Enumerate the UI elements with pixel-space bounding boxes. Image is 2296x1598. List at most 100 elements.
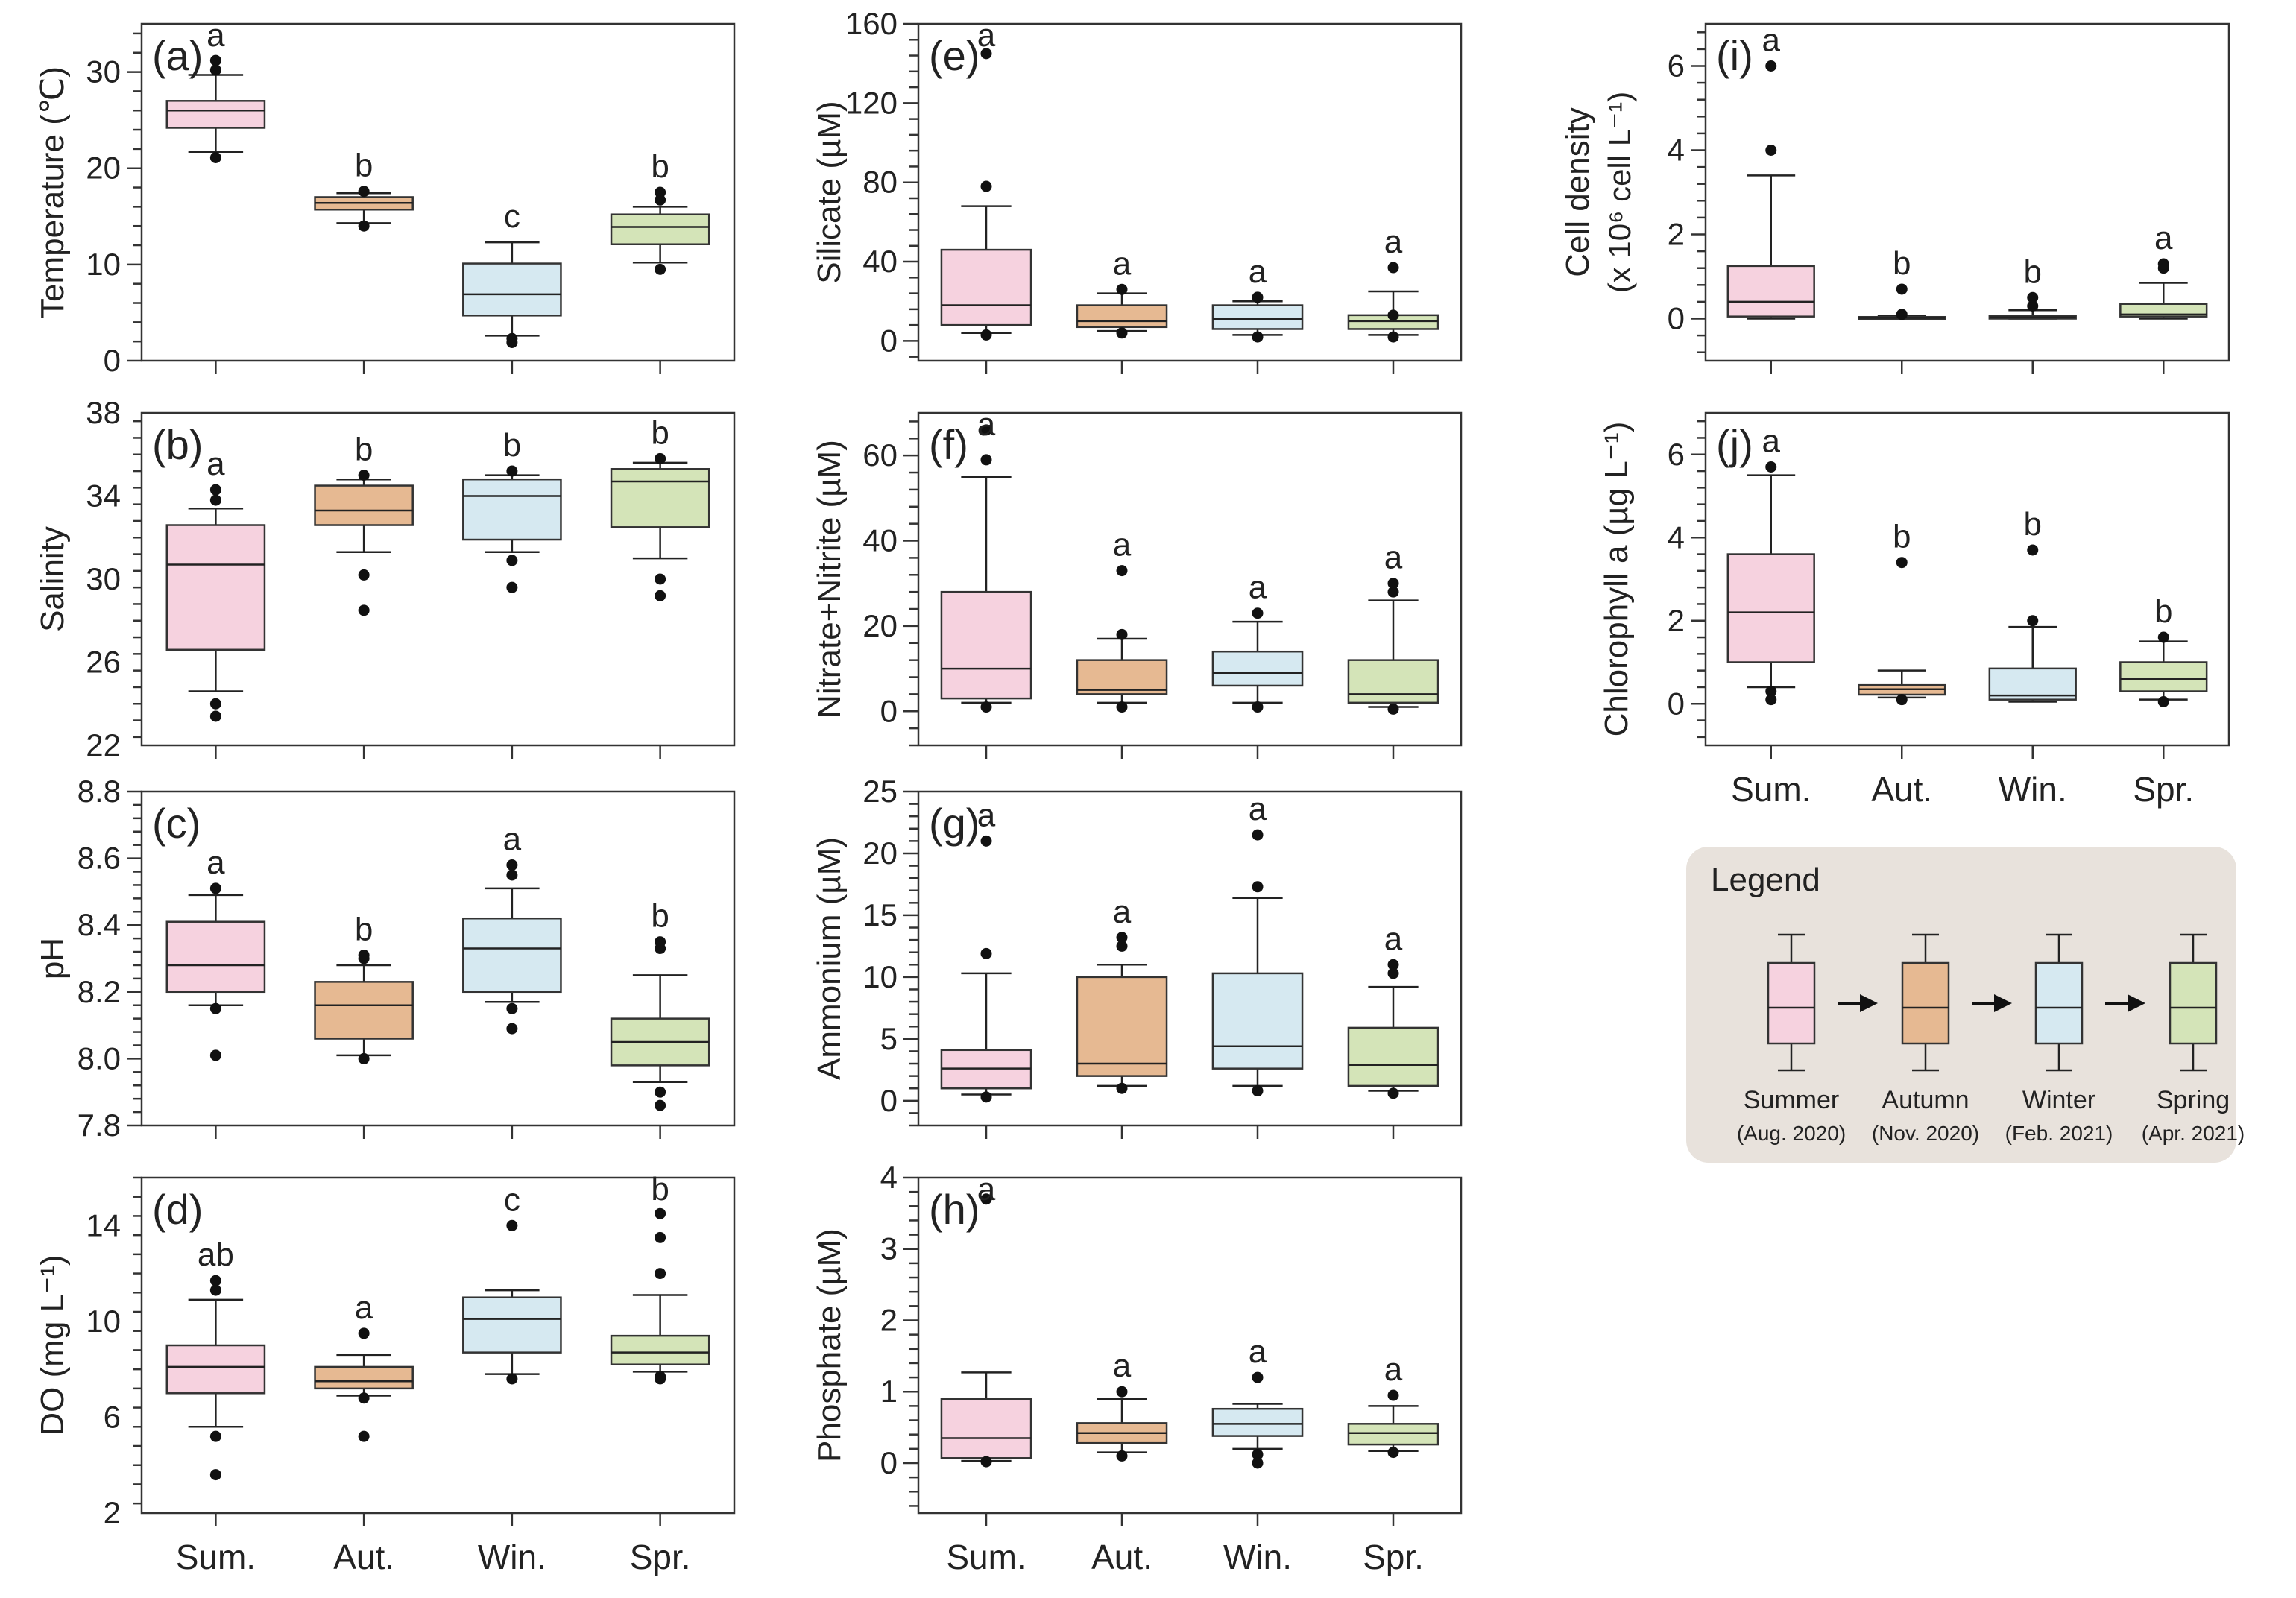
box-spr: b — [610, 898, 710, 1111]
y-tick-label: 40 — [862, 244, 898, 279]
significance-letter: b — [355, 148, 373, 184]
significance-letter: a — [206, 844, 225, 881]
significance-letter: b — [651, 1171, 669, 1207]
box-aut: b — [1858, 519, 1946, 706]
significance-letter: b — [1893, 245, 1911, 282]
plot-frame — [1704, 22, 2230, 362]
iqr-box — [462, 1296, 562, 1354]
outlier-point — [980, 947, 992, 959]
x-tick-label: Spr. — [2133, 770, 2194, 809]
box-aut: a — [1076, 1348, 1168, 1462]
box-sum: a — [165, 17, 266, 164]
iqr-box — [165, 100, 266, 129]
y-tick-label: 2 — [880, 1302, 898, 1337]
outlier-point — [358, 1327, 370, 1339]
panel-b: 22 26 30 34 38 (b) Salinity a b b b — [34, 395, 736, 762]
legend-item-summer: Summer (Aug. 2020) — [1737, 933, 1846, 1145]
y-tick-label: 1 — [880, 1374, 898, 1409]
box-win: a — [462, 821, 562, 1035]
significance-letter: a — [1384, 224, 1403, 260]
legend-season-label: Autumn — [1882, 1086, 1969, 1114]
outlier-point — [209, 698, 221, 710]
panel-label: (i) — [1716, 32, 1753, 79]
box-win: b — [1988, 253, 2077, 320]
outlier-point — [1252, 1457, 1264, 1469]
outlier-point — [1252, 1085, 1264, 1097]
outlier-point — [1387, 1087, 1399, 1099]
x-tick-label: Win. — [1999, 770, 2067, 809]
significance-letter: b — [355, 432, 373, 468]
y-tick-label: 0 — [1668, 301, 1685, 336]
outlier-point — [209, 1049, 221, 1061]
panel-j: 0 2 4 6 Sum. Aut. Win. Spr. (j) Chlorophyll a (µg… — [1598, 411, 2230, 809]
iqr-box — [1076, 976, 1168, 1077]
outlier-point — [2157, 258, 2169, 270]
outlier-point — [1765, 145, 1777, 156]
outlier-point — [358, 604, 370, 616]
outlier-point — [2157, 695, 2169, 707]
y-tick-label: 30 — [86, 561, 121, 596]
panel-label: (j) — [1716, 421, 1753, 468]
x-tick-label: Aut. — [1871, 770, 1932, 809]
legend-swatch — [1901, 961, 1950, 1045]
y-axis-label: Nitrate+Nitrite (µM) — [811, 440, 848, 719]
box-sum: a — [1726, 22, 1815, 320]
box-win: a — [1211, 569, 1304, 713]
y-tick-label: 8.8 — [78, 774, 121, 809]
y-tick-label: 80 — [862, 165, 898, 200]
outlier-point — [209, 1284, 221, 1296]
iqr-box — [1211, 304, 1304, 330]
y-tick-label: 3 — [880, 1231, 898, 1266]
iqr-box — [1347, 659, 1439, 704]
y-tick-label: 60 — [862, 438, 898, 473]
y-tick-label: 6 — [1668, 437, 1685, 472]
x-tick-label: Sum. — [1731, 770, 1811, 809]
outlier-point — [1387, 1447, 1399, 1459]
panel-h: 0 1 2 3 4 Sum. Aut. Win. Spr. (h) Phosphate (µM) a a… — [811, 1160, 1463, 1576]
significance-letter: a — [1384, 540, 1403, 576]
y-tick-label: 38 — [86, 395, 121, 430]
panel-e: 0 40 80 120 160 (e) Silicate (µM) a a a a — [811, 6, 1463, 374]
box-sum: a — [165, 446, 266, 722]
panel-label: (g) — [929, 800, 980, 847]
outlier-point — [980, 454, 992, 466]
box-spr: b — [610, 148, 710, 275]
outlier-point — [209, 1275, 221, 1286]
legend-items: Summer (Aug. 2020) Autumn (Nov. 2020) Winter… — [1737, 933, 2245, 1145]
outlier-point — [1387, 959, 1399, 970]
legend-season-label: Winter — [2022, 1086, 2095, 1114]
iqr-box — [1988, 667, 2077, 701]
outlier-point — [209, 1002, 221, 1014]
outlier-point — [1116, 1386, 1128, 1398]
box-sum: ab — [165, 1237, 266, 1481]
outlier-point — [1387, 578, 1399, 590]
legend-date-label: (Nov. 2020) — [1872, 1122, 1979, 1145]
y-tick-label: 0 — [1668, 686, 1685, 721]
box-sum: a — [165, 844, 266, 1061]
box-spr: b — [2119, 593, 2208, 707]
y-tick-label: 8.2 — [78, 974, 121, 1009]
significance-letter: a — [1113, 245, 1132, 282]
y-axis-label: DO (mg L⁻¹) — [34, 1254, 71, 1436]
outlier-point — [980, 835, 992, 847]
outlier-point — [1896, 557, 1908, 569]
y-tick-label: 120 — [845, 85, 898, 120]
legend-season-label: Spring — [2157, 1086, 2230, 1114]
y-axis-label: Chlorophyll a (µg L⁻¹) — [1598, 422, 1635, 737]
legend-title: Legend — [1711, 862, 1820, 898]
outlier-point — [209, 1469, 221, 1481]
y-tick-label: 30 — [86, 54, 121, 89]
plot-frame — [140, 22, 736, 362]
y-tick-label: 4 — [1668, 133, 1685, 168]
plot-frame — [917, 22, 1463, 362]
box-aut: a — [1076, 527, 1168, 713]
panel-label: (e) — [929, 32, 980, 79]
outlier-point — [980, 329, 992, 341]
outlier-point — [1765, 60, 1777, 72]
significance-letter: a — [977, 406, 996, 443]
outlier-point — [1765, 694, 1777, 706]
box-aut: b — [314, 148, 414, 232]
y-axis-label: Phosphate (µM) — [811, 1228, 848, 1462]
outlier-point — [1896, 694, 1908, 706]
significance-letter: b — [503, 427, 521, 464]
